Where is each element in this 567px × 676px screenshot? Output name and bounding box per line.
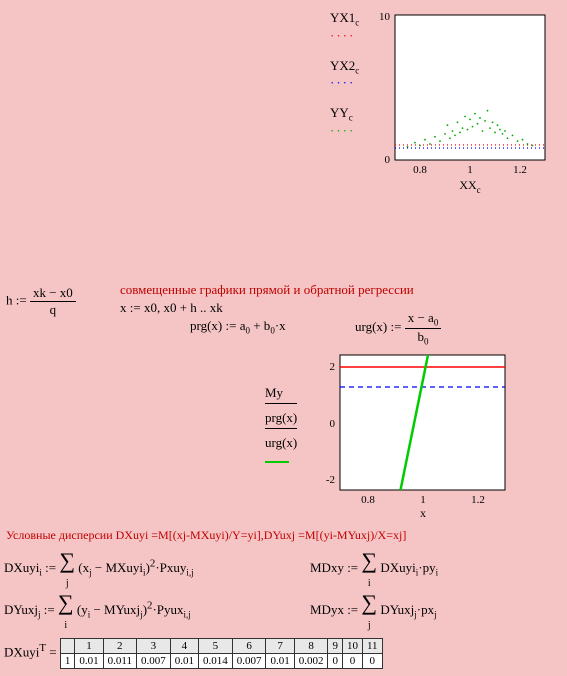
table-header-cell: 4 xyxy=(170,639,198,654)
eq-mdxy: MDxy := ∑i DXuyii·pyi xyxy=(310,548,438,590)
heading-combined: совмещенные графики прямой и обратной ре… xyxy=(120,282,414,298)
chart1-xtick-0: 0.8 xyxy=(413,164,427,176)
table-cell: 0.01 xyxy=(75,654,103,669)
chart2-xtick-0: 0.8 xyxy=(361,494,375,506)
table-header-cell: 8 xyxy=(294,639,328,654)
chart1-xtick-2: 1.2 xyxy=(513,164,527,176)
legend-yx1-swatch: ···· xyxy=(330,28,355,43)
legend-my: My xyxy=(265,385,283,400)
table-header-cell: 9 xyxy=(328,639,343,654)
table-header-cell: 1 xyxy=(75,639,103,654)
eq-prg: prg(x) := a0 + b0·x xyxy=(190,318,286,336)
chart1-xlabel: XXc xyxy=(459,178,480,195)
table-header-cell: 5 xyxy=(198,639,232,654)
table-cell: 0 xyxy=(362,654,382,669)
chart2-ytick-2: 2 xyxy=(330,361,336,373)
table-cell: 0.01 xyxy=(170,654,198,669)
table-header-cell: 6 xyxy=(232,639,266,654)
table-header-cell xyxy=(60,639,75,654)
eq-mdyx: MDyx := ∑j DYuxjj·pxj xyxy=(310,590,437,632)
table-header-cell: 2 xyxy=(103,639,136,654)
chart2-legend: My prg(x) urg(x) xyxy=(265,385,297,467)
chart1-legend: YX1c ···· YX2c ···· YYc ···· xyxy=(330,10,359,139)
chart1-xtick-1: 1 xyxy=(467,164,473,176)
legend-urg: urg(x) xyxy=(265,435,297,450)
table-cell: 0.011 xyxy=(103,654,136,669)
chart2-ytick-m2: -2 xyxy=(326,474,335,486)
legend-prg: prg(x) xyxy=(265,410,297,425)
chart2-xlabel: x xyxy=(420,506,426,520)
table-cell: 0.014 xyxy=(198,654,232,669)
legend-yx1-label: YX1 xyxy=(330,10,355,25)
table-header-cell: 11 xyxy=(362,639,382,654)
chart1-ytick-10: 10 xyxy=(379,11,391,23)
legend-yx2-swatch: ···· xyxy=(330,75,355,90)
table-cell: 0.01 xyxy=(266,654,294,669)
table-cell: 0.007 xyxy=(232,654,266,669)
chart2-ytick-0: 0 xyxy=(330,418,336,430)
legend-yy-swatch: ···· xyxy=(330,123,355,138)
eq-x: x := x0, x0 + h .. xk xyxy=(120,300,223,316)
chart2-xtick-1: 1 xyxy=(420,494,426,506)
eq-h: h := xk − x0 q xyxy=(6,285,76,318)
table-cell: 0.002 xyxy=(294,654,328,669)
legend-yy-label: YY xyxy=(330,105,349,120)
chart2-xtick-2: 1.2 xyxy=(471,494,485,506)
table-dxuyi: DXuyiT = 1234567891011 10.010.0110.0070.… xyxy=(4,638,383,669)
eq-dyuxj: DYuxjj := ∑i (yi − MYuxjj)2·Pyuxi,j xyxy=(4,590,191,632)
eq-urg: urg(x) := x − a0 b0 xyxy=(355,310,441,346)
chart2-plot: 2 0 -2 0.8 1 1.2 x xyxy=(315,350,515,520)
table-header-cell: 7 xyxy=(266,639,294,654)
table-header-cell: 3 xyxy=(136,639,170,654)
table-header-cell: 10 xyxy=(342,639,362,654)
table-cell: 0 xyxy=(342,654,362,669)
chart1-ytick-0: 0 xyxy=(385,154,391,166)
legend-yx2-label: YX2 xyxy=(330,58,355,73)
eq-dxuyi: DXuyii := ∑j (xj − MXuyii)2·Pxuyi,j xyxy=(4,548,194,590)
table-cell: 1 xyxy=(60,654,75,669)
table-cell: 0 xyxy=(328,654,343,669)
table-cell: 0.007 xyxy=(136,654,170,669)
chart1-plot: 10 0 0.8 1 1.2 XXc xyxy=(375,5,555,195)
heading-dispersions: Условные дисперсии DXuyi =M[(xj-MXuyi)/Y… xyxy=(6,528,406,543)
